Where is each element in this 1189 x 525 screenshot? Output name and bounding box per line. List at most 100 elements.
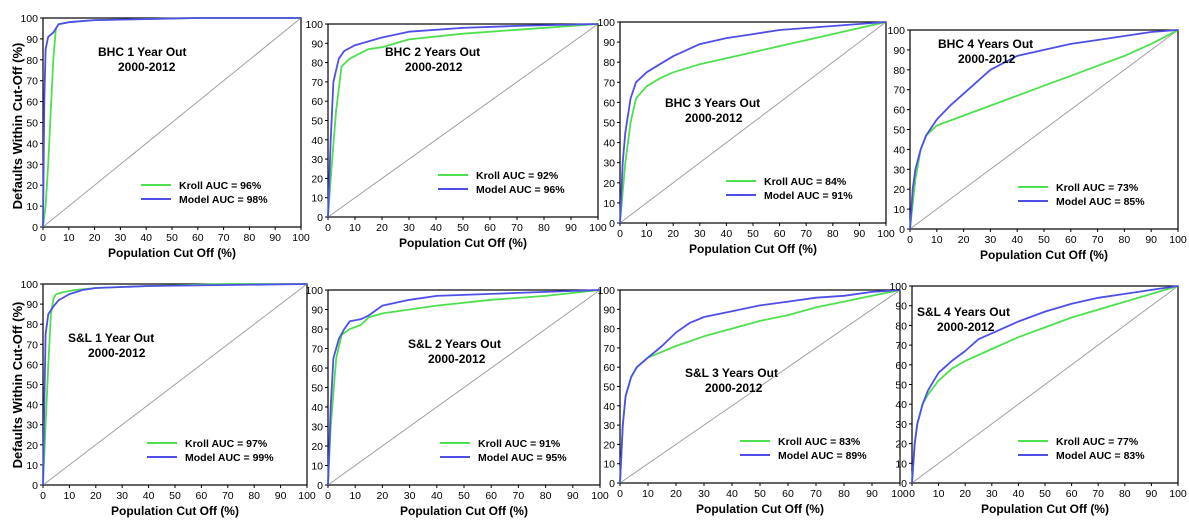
x-tick-label: 70	[222, 490, 234, 502]
y-tick-label: 10	[603, 198, 615, 210]
x-tick-label: 50	[1039, 488, 1051, 500]
chart-panel-4: 00 10 10 20 20 30 30 40 40 50 50 60 60 70 70 80 80 90 90 10…	[887, 25, 1186, 262]
panel-subtitle: 2000-2012	[428, 352, 486, 366]
x-tick-label: 0	[40, 232, 46, 244]
x-tick-label: 60	[782, 488, 794, 500]
x-tick-label: 10	[349, 490, 361, 502]
y-tick-label: 10	[603, 459, 615, 471]
y-tick-label: 50	[895, 380, 907, 392]
x-tick-label: 70	[218, 232, 230, 244]
y-tick-label: 10	[893, 204, 905, 216]
x-tick-label: 0	[617, 228, 623, 240]
x-tick-label: 30	[694, 228, 706, 240]
x-tick-label: 40	[430, 222, 442, 234]
panel-title: BHC 2 Years Out	[385, 45, 480, 59]
y-tick-label: 0	[899, 224, 905, 236]
y-tick-label: 70	[603, 77, 615, 89]
y-tick-label: 0	[609, 218, 615, 230]
legend-label-kroll: Kroll AUC = 96%	[179, 180, 262, 192]
x-tick-label: 80	[538, 222, 550, 234]
legend-label-model: Model AUC = 83%	[1056, 450, 1145, 462]
y-tick-label: 0	[901, 478, 907, 490]
y-tick-label: 40	[311, 135, 323, 147]
x-tick-label: 20	[958, 234, 970, 246]
x-axis-label: Population Cut Off (%)	[108, 246, 236, 260]
x-tick-label: 100	[1169, 234, 1187, 246]
panel-subtitle: 2000-2012	[118, 60, 176, 74]
y-tick-label: 40	[893, 144, 905, 156]
model-roc-line	[909, 29, 1179, 230]
x-tick-label: 90	[275, 490, 287, 502]
y-tick-label: 50	[26, 380, 38, 392]
x-tick-label: 70	[511, 222, 523, 234]
y-tick-label: 100	[887, 25, 905, 37]
x-tick-label: 90	[1146, 488, 1158, 500]
chart-panel-3: 00 10 10 20 20 30 30 40 40 50 50 60 60 70 70 80 80 90 90 10…	[597, 17, 894, 256]
y-tick-label: 80	[26, 55, 38, 67]
y-tick-label: 70	[311, 77, 323, 89]
legend-label-kroll: Kroll AUC = 92%	[476, 170, 559, 182]
x-tick-label: 90	[854, 228, 866, 240]
y-tick-label: 70	[311, 344, 323, 356]
y-tick-label: 100	[305, 285, 323, 297]
y-tick-label: 90	[893, 45, 905, 57]
diagonal-reference-line	[327, 23, 599, 218]
y-tick-label: 40	[603, 401, 615, 413]
diagonal-reference-line	[327, 289, 601, 486]
y-tick-label: 40	[603, 138, 615, 150]
x-tick-label: 100	[591, 490, 609, 502]
x-tick-label: 80	[248, 490, 260, 502]
y-tick-label: 30	[311, 154, 323, 166]
x-tick-label: 100	[292, 232, 310, 244]
panel-subtitle: 2000-2012	[405, 60, 463, 74]
x-axis-label: Population Cut Off (%)	[111, 504, 239, 518]
x-tick-label: 20	[90, 490, 102, 502]
y-tick-label: 80	[893, 65, 905, 77]
chart-panel-1: 00 10 10 20 20 30 30 40 40 50 50 60 60 70 70 80 80 90 90 10…	[20, 13, 309, 260]
y-tick-label: 20	[26, 180, 38, 192]
y-tick-label: 50	[311, 116, 323, 128]
y-tick-label: 100	[597, 285, 615, 297]
y-tick-label: 0	[317, 480, 323, 492]
x-tick-label: 30	[986, 488, 998, 500]
x-tick-label: 50	[747, 228, 759, 240]
x-tick-label: 0	[909, 488, 915, 500]
model-roc-line	[327, 289, 601, 486]
model-roc-line	[42, 283, 308, 486]
legend-label-model: Model AUC = 99%	[185, 452, 274, 464]
y-tick-label: 100	[889, 281, 907, 293]
x-tick-label: 10	[642, 488, 654, 500]
diagonal-reference-line	[42, 17, 302, 228]
y-tick-label: 80	[603, 324, 615, 336]
y-axis-label-row-2: Defaults Within Cut-Off (%)	[10, 302, 25, 469]
y-tick-label: 50	[603, 382, 615, 394]
y-tick-label: 40	[311, 402, 323, 414]
y-tick-label: 60	[893, 105, 905, 117]
x-tick-label: 0	[40, 490, 46, 502]
y-tick-label: 90	[311, 305, 323, 317]
x-tick-label: 70	[810, 488, 822, 500]
x-tick-label: 90	[866, 488, 878, 500]
x-tick-label: 40	[140, 232, 152, 244]
x-tick-label: 30	[404, 490, 416, 502]
diagonal-reference-line	[619, 21, 887, 224]
x-tick-label: 80	[838, 488, 850, 500]
y-tick-label: 20	[895, 439, 907, 451]
y-tick-label: 100	[20, 13, 38, 25]
model-roc-line	[42, 17, 301, 228]
x-tick-label: 80	[1119, 488, 1131, 500]
x-tick-label: 100	[1169, 488, 1187, 500]
x-tick-label: 20	[89, 232, 101, 244]
model-roc-line	[911, 285, 1179, 484]
x-tick-label: 60	[484, 222, 496, 234]
x-tick-label: 60	[485, 490, 497, 502]
y-tick-label: 90	[311, 38, 323, 50]
legend-label-model: Model AUC = 85%	[1056, 196, 1145, 208]
y-tick-label: 40	[895, 399, 907, 411]
y-tick-label: 40	[26, 138, 38, 150]
y-tick-label: 80	[895, 320, 907, 332]
panel-subtitle: 2000-2012	[88, 346, 146, 360]
diagonal-reference-line	[619, 289, 901, 484]
y-tick-label: 70	[893, 85, 905, 97]
